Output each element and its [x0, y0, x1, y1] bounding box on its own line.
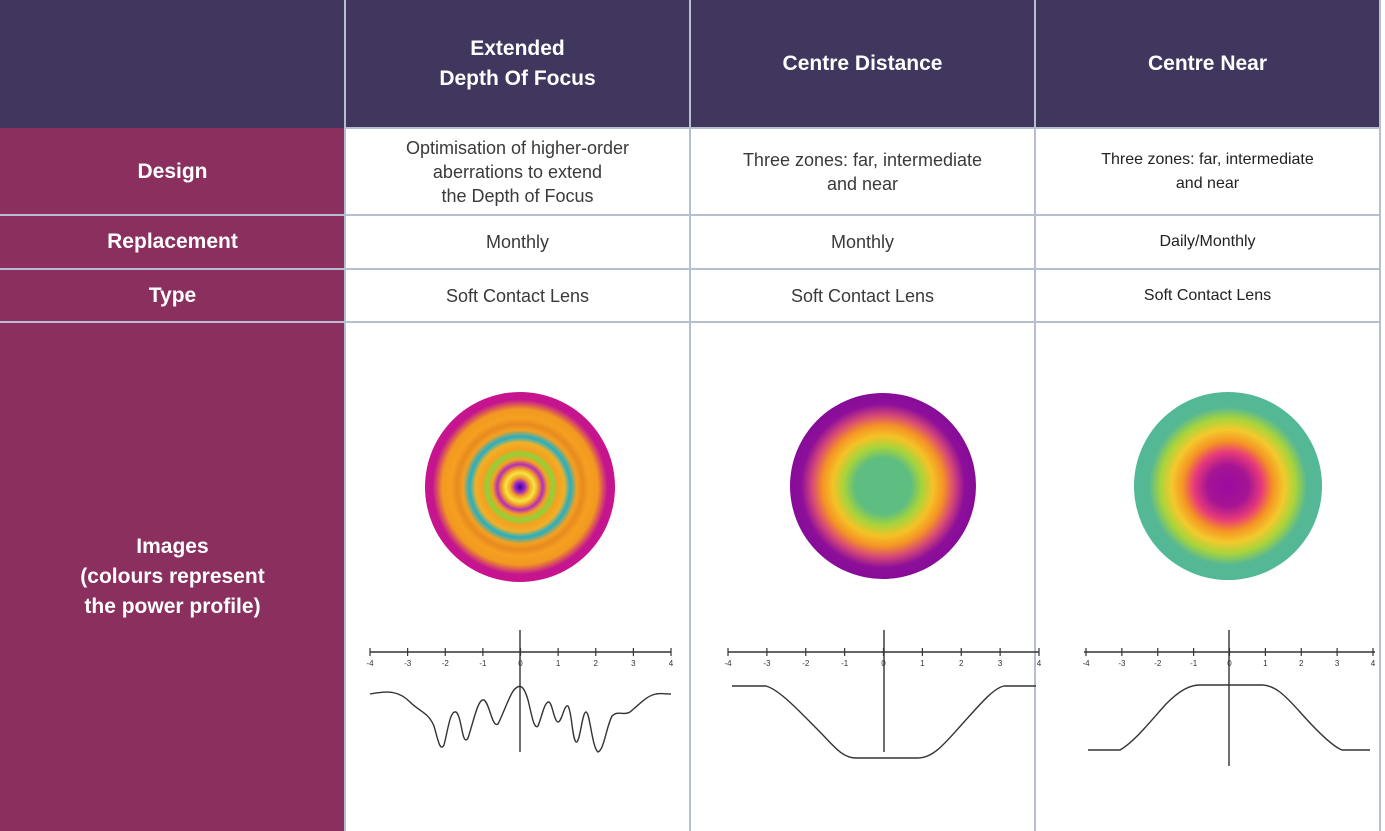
profile-plot-centre-distance	[728, 630, 1039, 759]
grid-line-v4	[1379, 0, 1381, 831]
replacement-cell-edof: Monthly	[345, 215, 690, 269]
tick-label-centre-near-6: 2	[1299, 659, 1304, 668]
tick-label-centre-distance-2: -2	[802, 659, 810, 668]
tick-label-centre-distance-5: 1	[920, 659, 925, 668]
tick-label-edof-8: 4	[669, 659, 674, 668]
tick-label-centre-near-2: -2	[1154, 659, 1162, 668]
tick-label-edof-0: -4	[366, 659, 374, 668]
row-header-type: Type	[0, 269, 345, 322]
grid-line-v1	[344, 0, 346, 831]
type-cell-centre-near: Soft Contact Lens	[1035, 269, 1380, 322]
row-header-images: Images (colours represent the power prof…	[0, 322, 345, 831]
tick-label-edof-1: -3	[404, 659, 412, 668]
tick-label-centre-distance-3: -1	[841, 659, 849, 668]
column-header-edof: Extended Depth Of Focus	[345, 0, 690, 128]
column-header-centre-near: Centre Near	[1035, 0, 1380, 128]
design-cell-centre-distance: Three zones: far, intermediate and near	[690, 128, 1035, 215]
replacement-cell-centre-near: Daily/Monthly	[1035, 215, 1380, 269]
tick-label-centre-near-7: 3	[1335, 659, 1340, 668]
tick-label-edof-6: 2	[594, 659, 599, 668]
lens-map-centre-distance	[790, 393, 976, 579]
grid-line-h1	[345, 127, 1381, 129]
tick-label-centre-near-4: 0	[1227, 659, 1232, 668]
tick-label-centre-near-3: -1	[1190, 659, 1198, 668]
tick-label-centre-distance-8: 4	[1037, 659, 1042, 668]
tick-label-centre-distance-7: 3	[998, 659, 1003, 668]
tick-label-edof-3: -1	[479, 659, 487, 668]
tick-label-edof-4: 0	[518, 659, 523, 668]
design-cell-centre-near: Three zones: far, intermediate and near	[1035, 128, 1380, 215]
grid-line-h3	[0, 268, 1381, 270]
tick-label-centre-near-8: 4	[1371, 659, 1376, 668]
tick-label-centre-distance-0: -4	[724, 659, 732, 668]
tick-label-edof-5: 1	[556, 659, 561, 668]
row-header-design: Design	[0, 128, 345, 215]
lens-map-centre-near	[1134, 392, 1322, 580]
tick-label-centre-distance-6: 2	[959, 659, 964, 668]
header-corner	[0, 0, 345, 128]
replacement-cell-centre-distance: Monthly	[690, 215, 1035, 269]
row-header-replacement: Replacement	[0, 215, 345, 269]
grid-line-h2	[0, 214, 1381, 216]
tick-label-centre-near-1: -3	[1118, 659, 1126, 668]
tick-label-centre-near-0: -4	[1082, 659, 1090, 668]
tick-label-edof-7: 3	[631, 659, 636, 668]
tick-label-edof-2: -2	[442, 659, 450, 668]
type-cell-edof: Soft Contact Lens	[345, 269, 690, 322]
type-cell-centre-distance: Soft Contact Lens	[690, 269, 1035, 322]
tick-label-centre-distance-4: 0	[881, 659, 886, 668]
profile-plot-centre-near	[1084, 630, 1375, 766]
tick-label-centre-distance-1: -3	[763, 659, 771, 668]
tick-label-centre-near-5: 1	[1263, 659, 1268, 668]
grid-line-v2	[689, 0, 691, 831]
profile-plot-edof	[369, 630, 672, 753]
design-cell-edof: Optimisation of higher-order aberrations…	[345, 128, 690, 215]
grid-line-h4	[0, 321, 1381, 323]
lens-map-edof	[425, 392, 615, 582]
column-header-centre-distance: Centre Distance	[690, 0, 1035, 128]
grid-line-v3	[1034, 0, 1036, 831]
